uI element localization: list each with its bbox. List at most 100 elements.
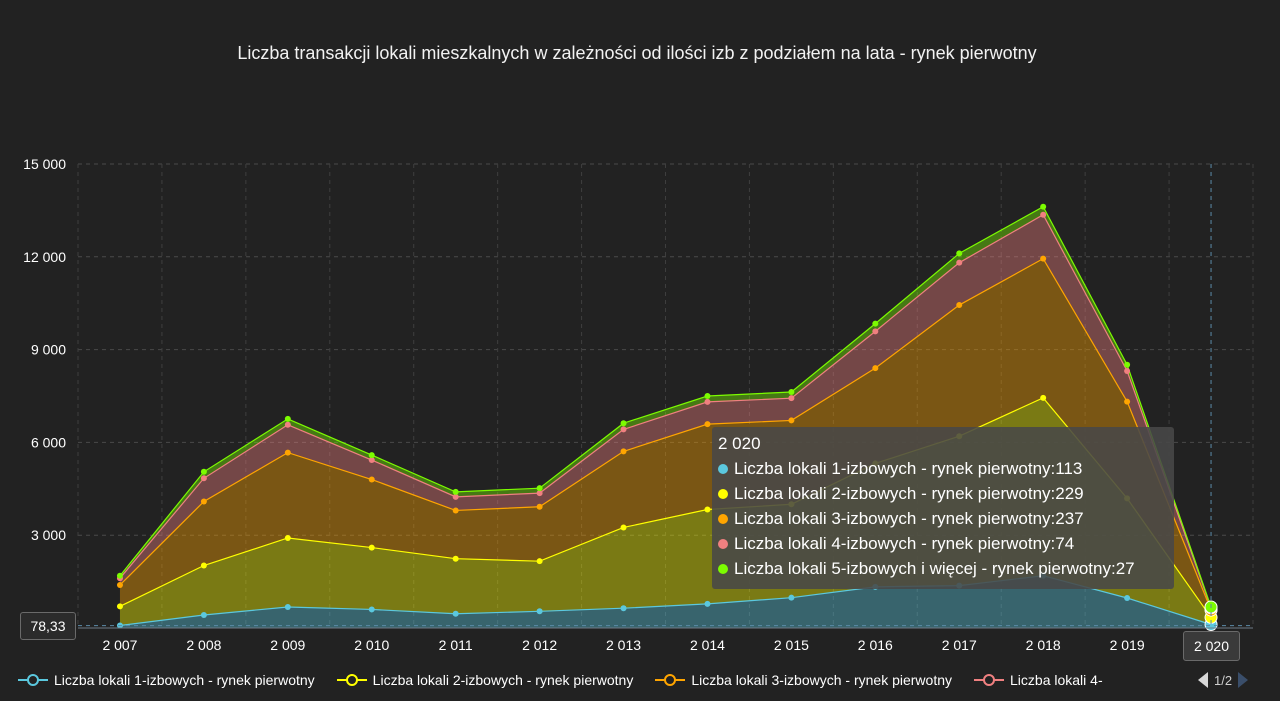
y-tick-label: 3 000	[31, 527, 66, 543]
data-point	[704, 393, 711, 399]
data-point	[1040, 211, 1047, 218]
data-point	[116, 603, 123, 610]
series-line	[119, 397, 1212, 618]
data-point	[452, 493, 459, 500]
data-point	[536, 558, 543, 565]
legend-page-indicator: 1/2	[1214, 672, 1233, 688]
data-point	[872, 320, 879, 327]
data-point	[1040, 394, 1047, 401]
data-point	[620, 605, 627, 612]
axis-layer: 3 000 6 000 9 000 12 000 15 000 2 007 2 008 2 0…	[23, 156, 1253, 653]
tooltip-header: 2 020	[718, 434, 761, 453]
tooltip: 2 020 Liczba lokali 1-izbowych - rynek p…	[712, 427, 1174, 589]
data-point	[788, 388, 795, 395]
data-point	[704, 398, 711, 405]
legend-label: Liczba lokali 1-izbowych - rynek pierwot…	[54, 672, 315, 688]
tooltip-row-text: Liczba lokali 4-izbowych - rynek pierwot…	[734, 534, 1075, 553]
tooltip-row-text: Liczba lokali 2-izbowych - rynek pierwot…	[734, 484, 1084, 503]
series-line	[119, 205, 1212, 608]
data-point	[452, 507, 459, 514]
y-tick-label: 9 000	[31, 342, 66, 358]
tooltip-row-text: Liczba lokali 3-izbowych - rynek pierwot…	[734, 509, 1084, 528]
tooltip-row: Liczba lokali 5-izbowych i więcej - ryne…	[718, 556, 1168, 581]
data-point	[1124, 398, 1131, 405]
y-tick-label: 15 000	[23, 156, 66, 172]
data-point	[1124, 361, 1131, 368]
tooltip-row: Liczba lokali 1-izbowych - rynek pierwot…	[718, 456, 1168, 481]
tooltip-row-text: Liczba lokali 1-izbowych - rynek pierwot…	[734, 459, 1083, 478]
x-tick-label: 2 016	[858, 637, 893, 653]
x-tick-label: 2 011	[439, 637, 473, 653]
data-point	[788, 395, 795, 402]
legend-line-icon	[974, 674, 1005, 686]
legend-line-icon	[655, 674, 686, 686]
x-tick-label: 2 017	[942, 637, 977, 653]
series-dot-icon	[718, 513, 728, 524]
data-point	[956, 250, 963, 257]
data-point	[620, 448, 627, 455]
data-point	[200, 612, 207, 619]
legend-pagination: 1/2	[1198, 672, 1249, 688]
x-tick-label: 2 013	[606, 637, 641, 653]
data-point	[284, 415, 291, 422]
legend-item[interactable]: Liczba lokali 2-izbowych - rynek pierwot…	[336, 672, 633, 688]
series-dot-icon	[718, 538, 728, 549]
legend-item[interactable]: Liczba lokali 3-izbowych - rynek pierwot…	[655, 672, 952, 688]
data-point	[116, 582, 123, 589]
data-point	[452, 610, 459, 617]
series-line	[119, 257, 1212, 611]
legend-next-icon[interactable]	[1238, 672, 1249, 688]
legend-item[interactable]: Liczba lokali 4-	[974, 672, 1103, 688]
y-tick-label: 12 000	[23, 249, 66, 265]
data-point	[368, 544, 375, 551]
data-point	[452, 488, 459, 495]
data-point	[620, 524, 627, 531]
tooltip-row-text: Liczba lokali 5-izbowych i więcej - ryne…	[734, 559, 1135, 578]
data-point	[200, 475, 207, 482]
series-line	[119, 213, 1212, 609]
series-area	[119, 214, 1212, 611]
data-point	[200, 498, 207, 505]
series-dot-icon	[718, 488, 728, 499]
data-point	[536, 490, 543, 497]
data-point	[368, 606, 375, 613]
point-layer	[116, 203, 1218, 632]
x-tick-label: 2 019	[1110, 637, 1145, 653]
data-point	[536, 485, 543, 492]
legend-prev-icon[interactable]	[1198, 672, 1208, 688]
x-tick-label: 2 015	[774, 637, 809, 653]
data-point	[284, 603, 291, 610]
legend-line-icon	[18, 674, 48, 686]
data-point	[704, 600, 711, 607]
data-point	[368, 452, 375, 459]
data-point	[1040, 255, 1047, 262]
data-point	[368, 457, 375, 464]
data-point	[704, 421, 711, 428]
x-tick-label: 2 009	[270, 637, 305, 653]
data-point	[620, 426, 627, 433]
data-point	[200, 562, 207, 569]
legend: Liczba lokali 1-izbowych - rynek pierwot…	[18, 672, 1198, 694]
data-point	[620, 420, 627, 427]
line-layer	[119, 205, 1212, 627]
x-tick-label: 2 008	[186, 637, 221, 653]
data-point	[452, 555, 459, 562]
series-dot-icon	[718, 563, 728, 574]
data-point	[1124, 367, 1131, 374]
chart-title: Liczba transakcji lokali mieszkalnych w …	[237, 43, 1037, 63]
legend-label: Liczba lokali 4-	[1010, 672, 1103, 688]
y-tick-label: 6 000	[31, 434, 66, 450]
legend-item[interactable]: Liczba lokali 1-izbowych - rynek pierwot…	[18, 672, 315, 688]
data-point	[1124, 594, 1131, 601]
data-point	[116, 572, 123, 579]
x-tick-label: 2 018	[1026, 637, 1061, 653]
tooltip-row: Liczba lokali 4-izbowych - rynek pierwot…	[718, 531, 1168, 556]
tooltip-row: Liczba lokali 2-izbowych - rynek pierwot…	[718, 481, 1168, 506]
data-point	[1040, 203, 1047, 210]
data-point	[368, 476, 375, 483]
data-point	[284, 421, 291, 428]
data-point	[872, 365, 879, 372]
data-point	[284, 449, 291, 456]
x-tick-label: 2 010	[354, 637, 389, 653]
